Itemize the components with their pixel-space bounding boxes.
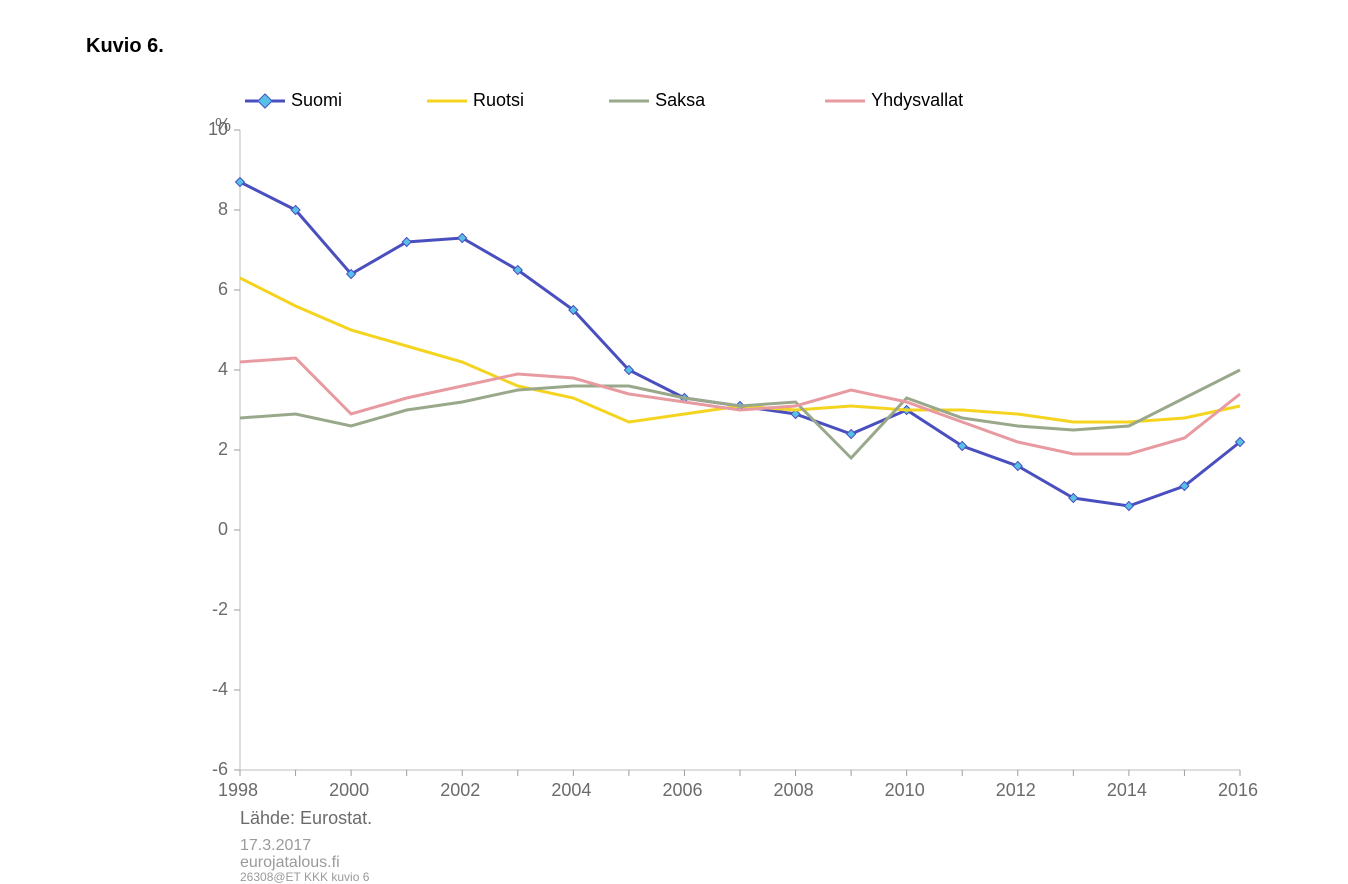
y-tick-label: -4 <box>212 679 228 700</box>
x-tick-label: 1998 <box>218 780 258 801</box>
chart-container: Kuvio 6. Suomi Ruotsi Saksa Yhdysval <box>0 0 1348 880</box>
x-tick-label: 2004 <box>551 780 591 801</box>
x-tick-label: 2012 <box>996 780 1036 801</box>
x-tick-label: 2006 <box>662 780 702 801</box>
y-tick-label: 0 <box>218 519 228 540</box>
y-tick-label: 8 <box>218 199 228 220</box>
footer-date: 17.3.2017 <box>240 837 311 855</box>
footer-ref: 26308@ET KKK kuvio 6 <box>240 870 369 884</box>
x-tick-label: 2008 <box>774 780 814 801</box>
y-tick-label: 10 <box>208 119 228 140</box>
y-tick-label: -2 <box>212 599 228 620</box>
y-tick-label: -6 <box>212 759 228 780</box>
plot-area <box>0 0 1348 880</box>
x-tick-label: 2000 <box>329 780 369 801</box>
y-tick-label: 4 <box>218 359 228 380</box>
x-tick-label: 2010 <box>885 780 925 801</box>
source-label: Lähde: Eurostat. <box>240 808 372 829</box>
y-tick-label: 2 <box>218 439 228 460</box>
x-tick-label: 2014 <box>1107 780 1147 801</box>
y-tick-label: 6 <box>218 279 228 300</box>
x-tick-label: 2016 <box>1218 780 1258 801</box>
x-tick-label: 2002 <box>440 780 480 801</box>
